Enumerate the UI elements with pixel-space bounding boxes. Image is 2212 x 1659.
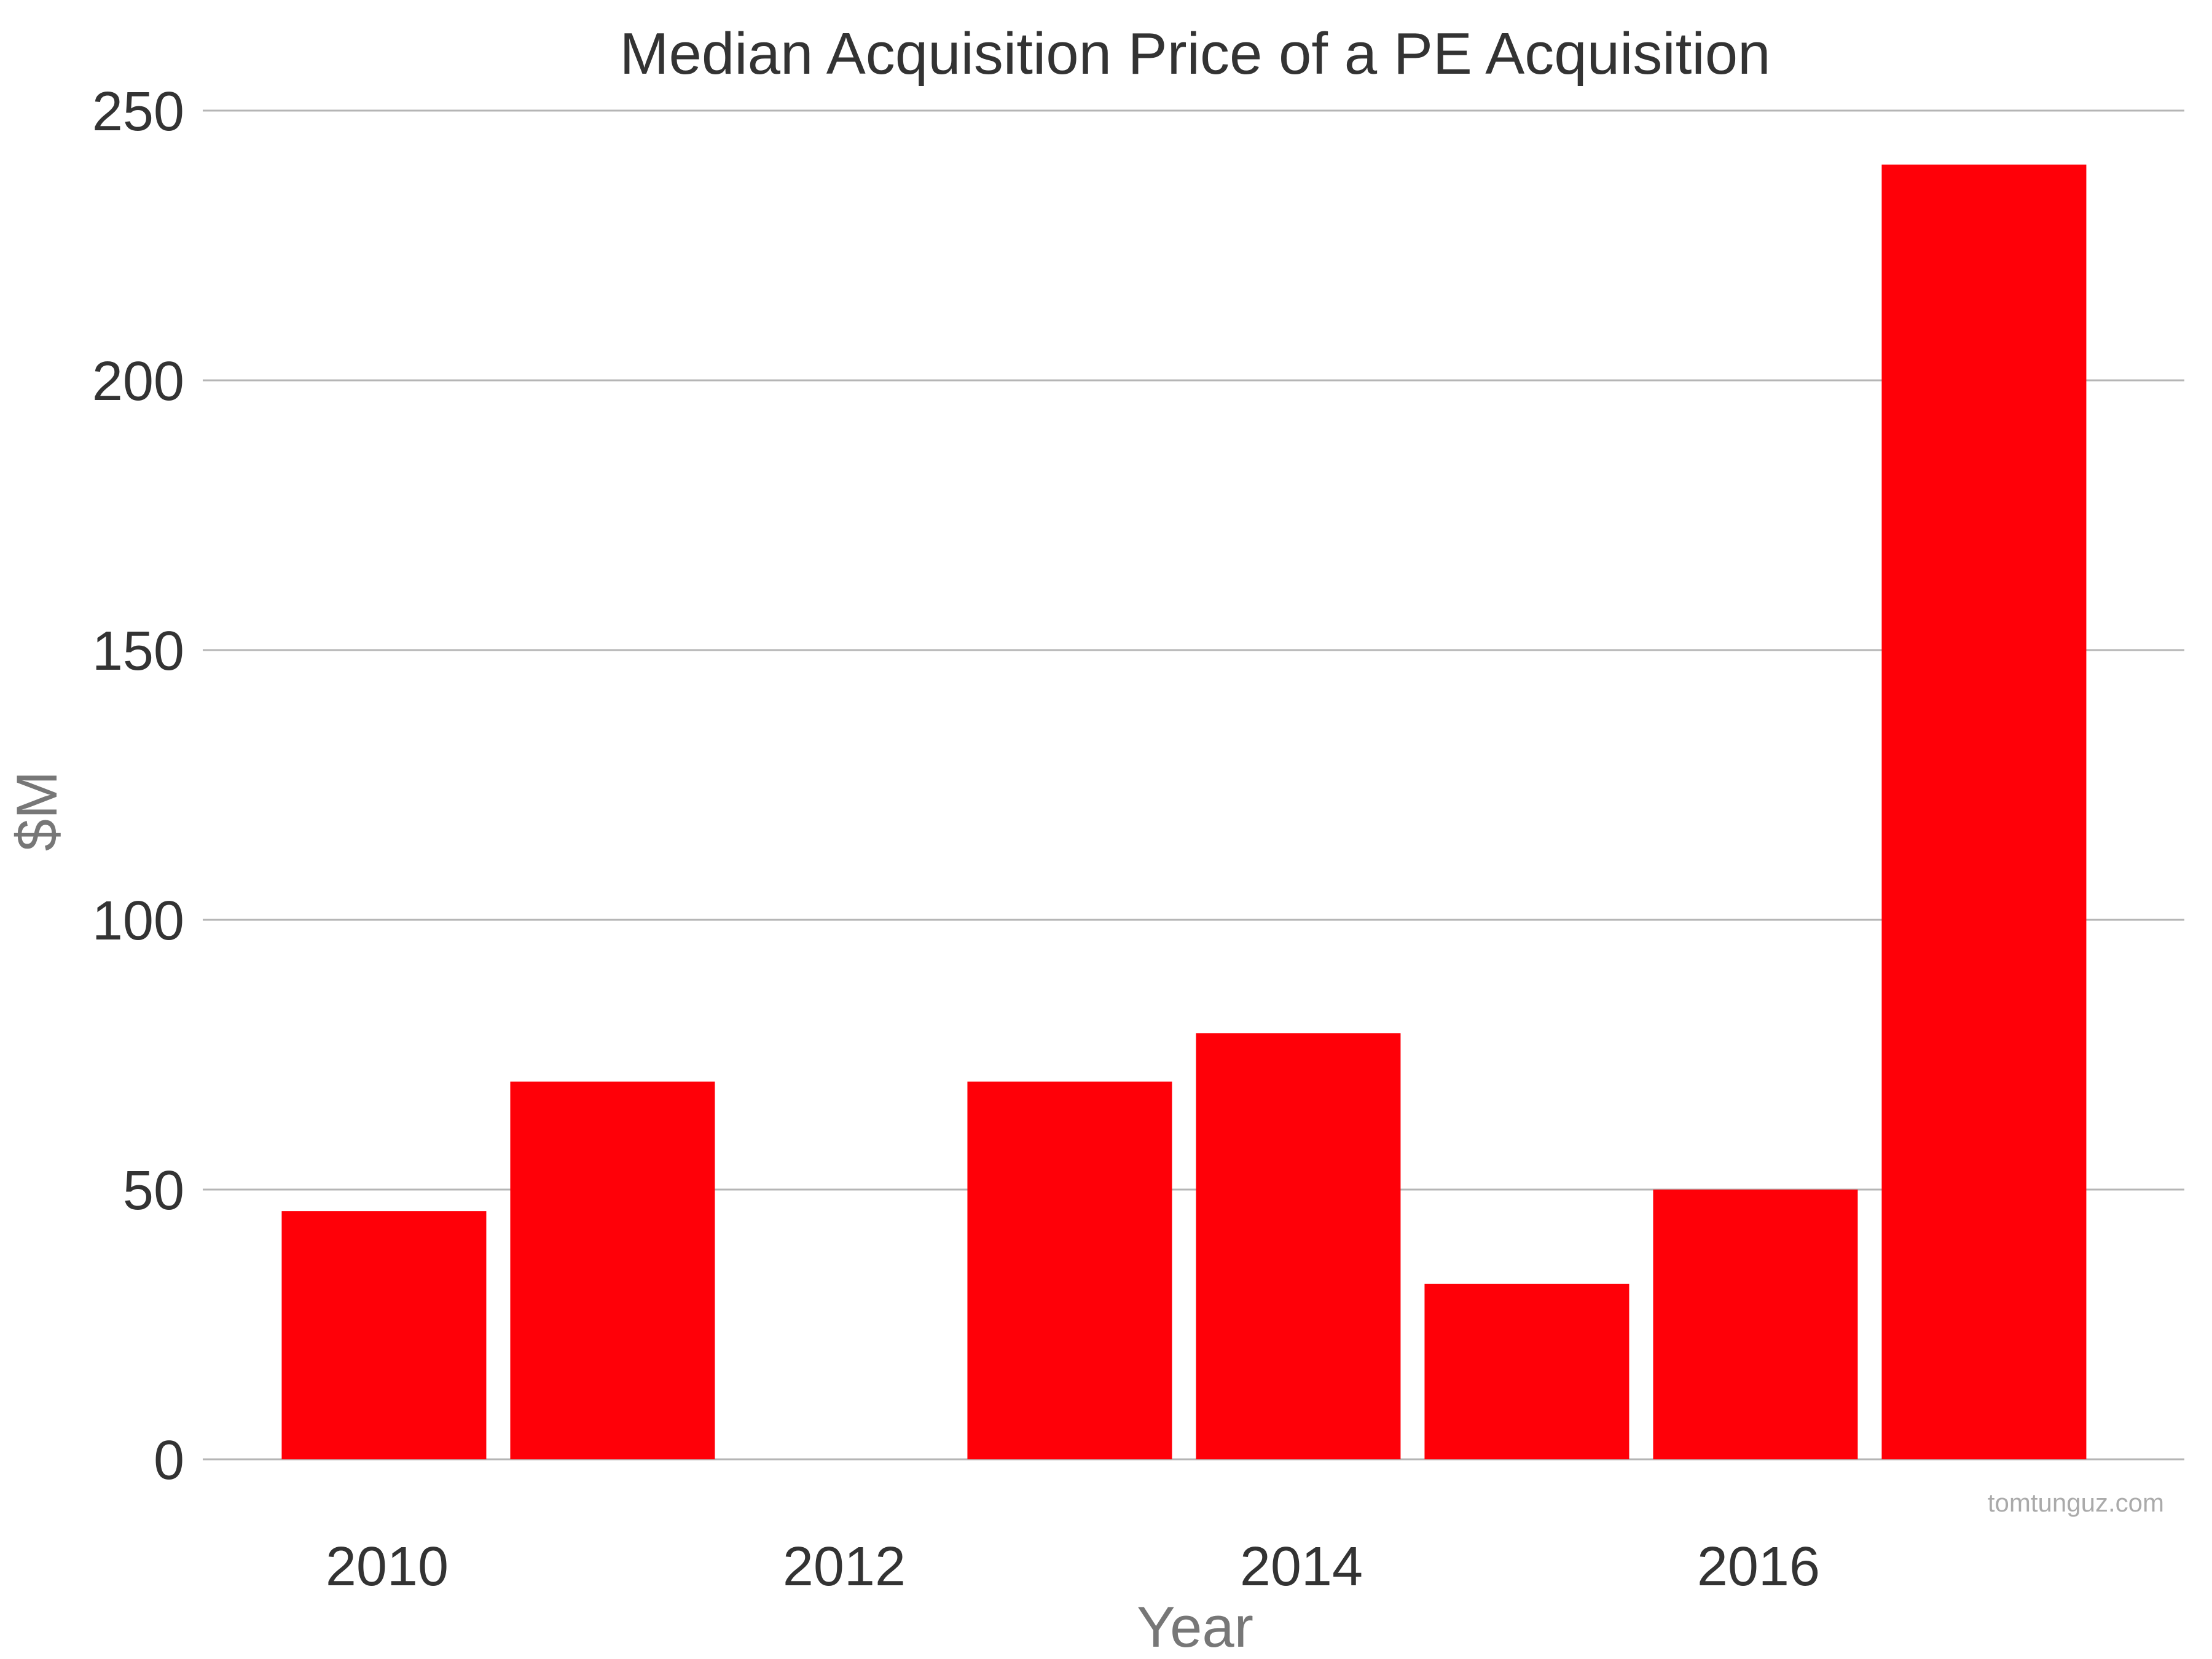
x-tick-label: 2016: [1697, 1536, 1820, 1598]
bar-2017: [1881, 164, 2087, 1459]
y-axis-ticks: 0 50 100 150 200 250: [92, 81, 184, 1491]
bar-2016: [1653, 1190, 1858, 1459]
y-tick-label: 0: [154, 1430, 184, 1491]
chart-title: Median Acquisition Price of a PE Acquisi…: [619, 21, 1770, 87]
x-tick-label: 2014: [1240, 1536, 1363, 1598]
bar-2010: [281, 1211, 487, 1459]
y-tick-label: 200: [92, 351, 184, 412]
x-tick-label: 2010: [326, 1536, 449, 1598]
bar-2013: [967, 1081, 1172, 1459]
bar-2015: [1424, 1284, 1630, 1459]
bar-2014: [1196, 1033, 1401, 1459]
y-axis-label: $M: [4, 771, 69, 852]
x-axis-ticks: 2010 2012 2014 2016: [326, 1536, 1820, 1598]
x-tick-label: 2012: [783, 1536, 906, 1598]
y-tick-label: 50: [123, 1160, 184, 1222]
y-tick-label: 150: [92, 621, 184, 682]
watermark-text: tomtunguz.com: [1988, 1488, 2164, 1517]
y-tick-label: 100: [92, 890, 184, 952]
bar-2011: [510, 1081, 715, 1459]
x-axis-label: Year: [1137, 1594, 1253, 1659]
y-tick-label: 250: [92, 81, 184, 143]
bars: [281, 164, 2087, 1459]
